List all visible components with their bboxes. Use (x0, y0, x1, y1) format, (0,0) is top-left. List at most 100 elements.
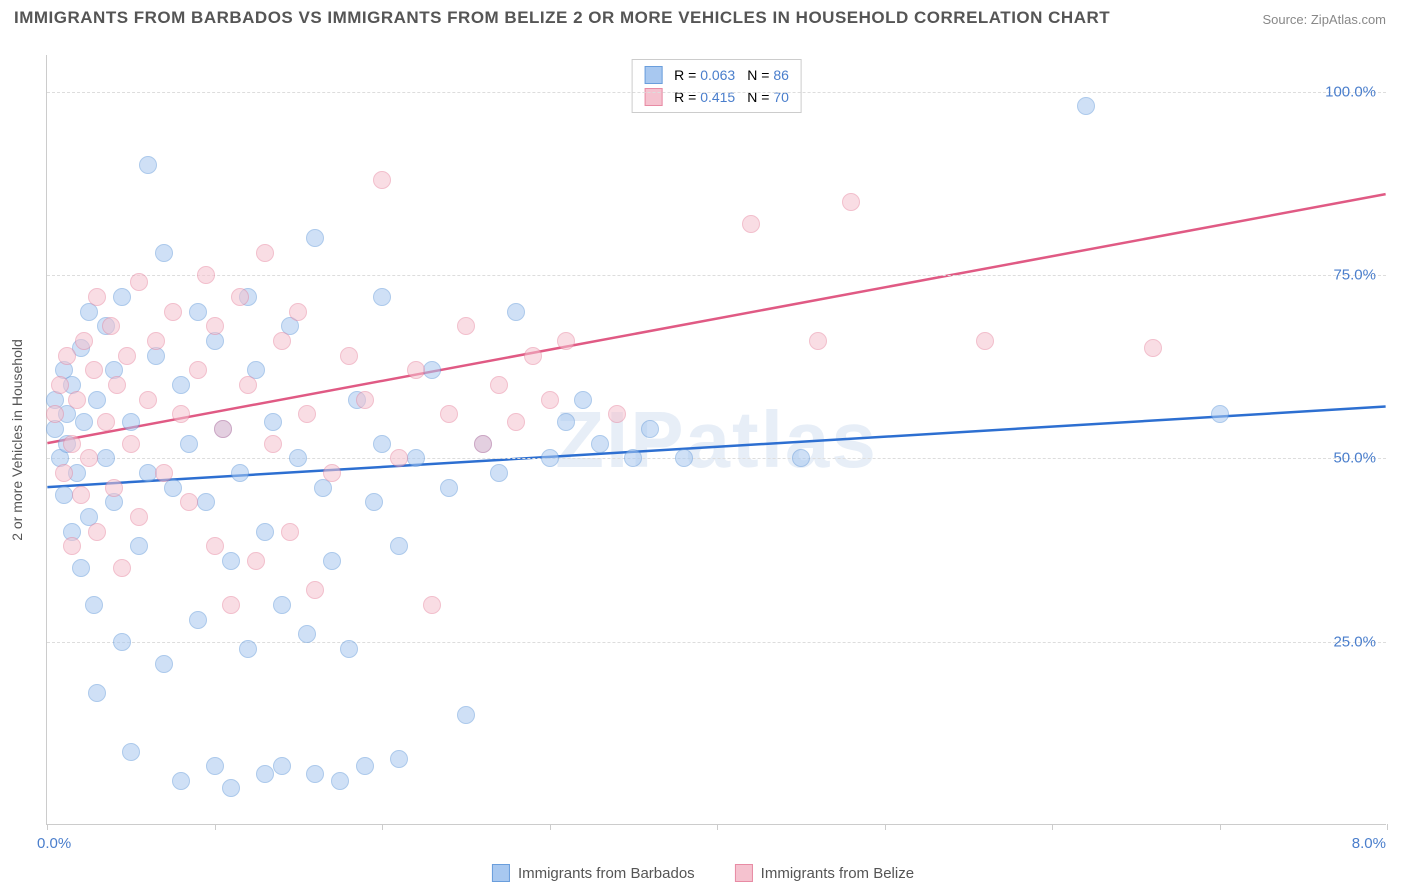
legend-swatch (735, 864, 753, 882)
ytick-label: 100.0% (1325, 83, 1376, 100)
legend-label: Immigrants from Barbados (518, 865, 695, 882)
data-point (490, 376, 508, 394)
data-point (88, 684, 106, 702)
data-point (63, 537, 81, 555)
xtick (215, 824, 216, 830)
legend-correlation: R = 0.063N = 86R = 0.415N = 70 (631, 59, 802, 113)
data-point (457, 706, 475, 724)
data-point (189, 361, 207, 379)
data-point (390, 750, 408, 768)
data-point (72, 486, 90, 504)
data-point (206, 537, 224, 555)
data-point (976, 332, 994, 350)
data-point (105, 479, 123, 497)
data-point (122, 435, 140, 453)
data-point (407, 361, 425, 379)
xtick (1220, 824, 1221, 830)
data-point (373, 435, 391, 453)
data-point (557, 332, 575, 350)
data-point (231, 464, 249, 482)
data-point (256, 765, 274, 783)
data-point (423, 361, 441, 379)
data-point (641, 420, 659, 438)
gridline (47, 275, 1386, 276)
data-point (206, 757, 224, 775)
data-point (507, 413, 525, 431)
data-point (356, 391, 374, 409)
data-point (264, 435, 282, 453)
data-point (113, 633, 131, 651)
data-point (197, 493, 215, 511)
data-point (72, 559, 90, 577)
data-point (75, 332, 93, 350)
data-point (88, 391, 106, 409)
data-point (608, 405, 626, 423)
data-point (164, 303, 182, 321)
data-point (331, 772, 349, 790)
data-point (108, 376, 126, 394)
data-point (1144, 339, 1162, 357)
data-point (58, 347, 76, 365)
data-point (298, 625, 316, 643)
legend-item: Immigrants from Belize (735, 864, 914, 882)
n-label: N = 86 (747, 67, 789, 83)
xtick (47, 824, 48, 830)
data-point (281, 523, 299, 541)
data-point (742, 215, 760, 233)
data-point (155, 244, 173, 262)
data-point (214, 420, 232, 438)
xaxis-min-label: 0.0% (37, 835, 71, 852)
legend-label: Immigrants from Belize (761, 865, 914, 882)
plot-area: 2 or more Vehicles in Household ZIPatlas… (46, 55, 1386, 825)
source-label: Source: ZipAtlas.com (1262, 12, 1386, 27)
data-point (407, 449, 425, 467)
data-point (1211, 405, 1229, 423)
gridline (47, 458, 1386, 459)
data-point (197, 266, 215, 284)
data-point (55, 464, 73, 482)
data-point (591, 435, 609, 453)
r-label: R = 0.063 (674, 67, 735, 83)
data-point (624, 449, 642, 467)
data-point (172, 772, 190, 790)
data-point (147, 332, 165, 350)
legend-row: R = 0.063 N = 86 (644, 64, 789, 86)
data-point (574, 391, 592, 409)
data-point (323, 552, 341, 570)
legend-item: Immigrants from Barbados (492, 864, 695, 882)
data-point (80, 449, 98, 467)
data-point (130, 508, 148, 526)
data-point (68, 391, 86, 409)
data-point (63, 435, 81, 453)
data-point (46, 405, 64, 423)
data-point (273, 757, 291, 775)
data-point (247, 552, 265, 570)
data-point (390, 537, 408, 555)
data-point (340, 640, 358, 658)
data-point (239, 640, 257, 658)
yaxis-title: 2 or more Vehicles in Household (9, 339, 25, 541)
data-point (102, 317, 120, 335)
xtick (885, 824, 886, 830)
data-point (507, 303, 525, 321)
data-point (264, 413, 282, 431)
data-point (273, 332, 291, 350)
data-point (222, 779, 240, 797)
data-point (273, 596, 291, 614)
data-point (340, 347, 358, 365)
data-point (356, 757, 374, 775)
data-point (155, 655, 173, 673)
data-point (118, 347, 136, 365)
legend-swatch (492, 864, 510, 882)
data-point (231, 288, 249, 306)
data-point (130, 537, 148, 555)
data-point (189, 611, 207, 629)
data-point (113, 559, 131, 577)
data-point (88, 523, 106, 541)
data-point (298, 405, 316, 423)
chart-title: IMMIGRANTS FROM BARBADOS VS IMMIGRANTS F… (14, 8, 1110, 28)
data-point (180, 493, 198, 511)
data-point (524, 347, 542, 365)
data-point (139, 156, 157, 174)
data-point (130, 273, 148, 291)
